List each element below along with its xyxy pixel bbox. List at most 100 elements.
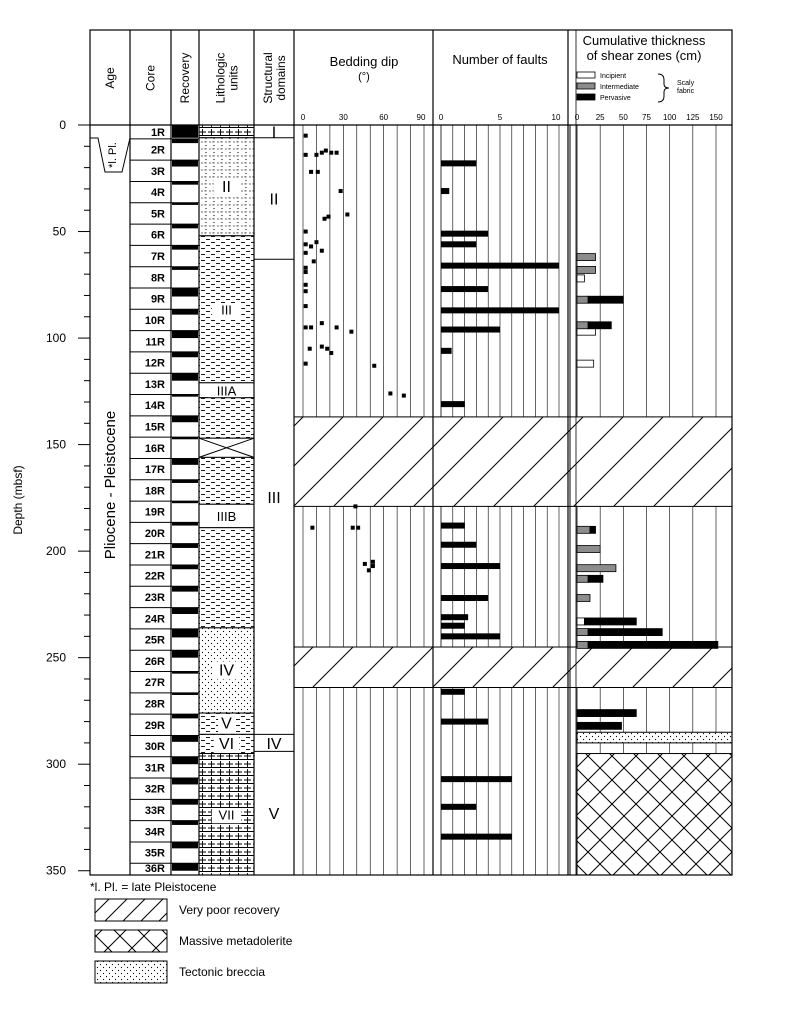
recovery-bar bbox=[172, 735, 198, 742]
legend-swatch bbox=[94, 929, 168, 953]
shear-legend-label: Incipient bbox=[600, 73, 626, 80]
fault-bar bbox=[441, 307, 559, 314]
recovery-bar bbox=[172, 628, 198, 638]
dip-tick-label: 90 bbox=[417, 113, 426, 122]
lithologic-unit-label: IV bbox=[219, 662, 234, 679]
dip-point bbox=[303, 229, 308, 234]
no-recovery-mark bbox=[198, 437, 255, 458]
core-label: 25R bbox=[145, 635, 165, 647]
core-label: 17R bbox=[145, 464, 165, 476]
lithologic-unit bbox=[198, 527, 255, 629]
core-label: 16R bbox=[145, 443, 165, 455]
column-header-core: Core bbox=[144, 65, 158, 91]
age-lower-label: Pliocene - Pleistocene bbox=[102, 411, 119, 559]
dip-point bbox=[303, 265, 308, 270]
shear-legend-label: Intermediate bbox=[600, 84, 639, 91]
recovery-bar bbox=[172, 309, 198, 315]
dip-point bbox=[303, 250, 308, 255]
dip-point bbox=[401, 393, 406, 398]
depth-tick-label: 100 bbox=[46, 331, 66, 345]
faults-tick-label: 10 bbox=[552, 113, 561, 122]
fault-bar bbox=[441, 622, 465, 629]
dip-point bbox=[309, 169, 314, 174]
dip-point bbox=[309, 244, 314, 249]
shear-tick-label: 125 bbox=[686, 113, 700, 122]
recovery-bar bbox=[172, 373, 198, 381]
core-label: 15R bbox=[145, 421, 165, 433]
shear-bar bbox=[576, 295, 589, 304]
fault-bar bbox=[441, 833, 512, 840]
faults-tick-label: 5 bbox=[498, 113, 503, 122]
shear-legend-label: Pervasive bbox=[600, 95, 631, 102]
shear-bar bbox=[576, 321, 589, 330]
recovery-bar bbox=[172, 160, 198, 167]
shear-bar bbox=[576, 640, 589, 649]
dip-point bbox=[370, 559, 375, 564]
poor-recovery-band bbox=[293, 646, 733, 688]
lithologic-unit-label: V bbox=[221, 716, 232, 733]
core-label: 1R bbox=[151, 127, 165, 139]
column-header-dom: Structuraldomains bbox=[261, 52, 288, 103]
core-label: 7R bbox=[151, 251, 165, 263]
shear-bar bbox=[576, 564, 617, 573]
core-label: 36R bbox=[145, 863, 165, 875]
shear-tick-label: 0 bbox=[575, 113, 580, 122]
column-header-age: Age bbox=[103, 67, 117, 89]
structural-domain-label: III bbox=[267, 490, 280, 507]
dip-point bbox=[388, 391, 393, 396]
structural-domain-label: IV bbox=[266, 736, 281, 753]
recovery-bar bbox=[172, 287, 198, 297]
shear-legend-brace bbox=[657, 73, 670, 103]
shear-tick-label: 75 bbox=[642, 113, 651, 122]
shear-legend-swatch bbox=[576, 93, 596, 101]
dip-point bbox=[366, 568, 371, 573]
recovery-bar bbox=[172, 351, 198, 358]
dip-point bbox=[319, 248, 324, 253]
structural-domain-label: II bbox=[270, 192, 279, 209]
shear-title-2: of shear zones (cm) bbox=[587, 48, 702, 63]
recovery-bar bbox=[172, 437, 198, 440]
fault-bar bbox=[441, 633, 500, 640]
recovery-bar bbox=[172, 671, 198, 674]
shear-bar bbox=[587, 628, 663, 637]
recovery-bar bbox=[172, 394, 198, 397]
dip-point bbox=[322, 216, 327, 221]
core-label: 26R bbox=[145, 656, 165, 668]
lithologic-label-bg bbox=[213, 734, 240, 753]
core-label: 21R bbox=[145, 549, 165, 561]
structural-domain-label: V bbox=[269, 806, 280, 823]
legend-swatch bbox=[94, 898, 168, 922]
fault-bar bbox=[441, 230, 489, 237]
dip-title: Bedding dip bbox=[330, 54, 399, 69]
fault-bar bbox=[441, 803, 477, 810]
dip-point bbox=[349, 329, 354, 334]
shear-legend-swatch bbox=[576, 71, 596, 79]
recovery-bar bbox=[172, 778, 198, 785]
core-label: 27R bbox=[145, 677, 165, 689]
shear-bar bbox=[587, 321, 612, 330]
dip-point bbox=[307, 346, 312, 351]
shear-title: Cumulative thickness bbox=[583, 33, 706, 48]
dip-point bbox=[329, 150, 334, 155]
depth-tick-label: 0 bbox=[59, 118, 66, 132]
lithologic-unit-label: VI bbox=[219, 736, 234, 753]
shear-bar bbox=[576, 545, 601, 553]
recovery-bar bbox=[172, 650, 198, 658]
dip-point bbox=[303, 242, 308, 247]
poor-recovery-band bbox=[293, 416, 733, 507]
fault-bar bbox=[441, 522, 465, 529]
lithologic-unit-label: VII bbox=[219, 807, 235, 822]
footnote: *l. Pl. = late Pleistocene bbox=[90, 880, 217, 894]
core-label: 2R bbox=[151, 145, 165, 157]
dip-point bbox=[329, 350, 334, 355]
core-label: 14R bbox=[145, 400, 165, 412]
shear-bar bbox=[576, 617, 585, 626]
lithologic-label-bg bbox=[211, 303, 242, 319]
recovery-bar bbox=[172, 458, 198, 465]
recovery-bar bbox=[172, 756, 198, 765]
dip-point bbox=[314, 152, 319, 157]
dip-point bbox=[309, 325, 314, 330]
dip-point bbox=[334, 325, 339, 330]
shear-bar bbox=[576, 359, 595, 368]
